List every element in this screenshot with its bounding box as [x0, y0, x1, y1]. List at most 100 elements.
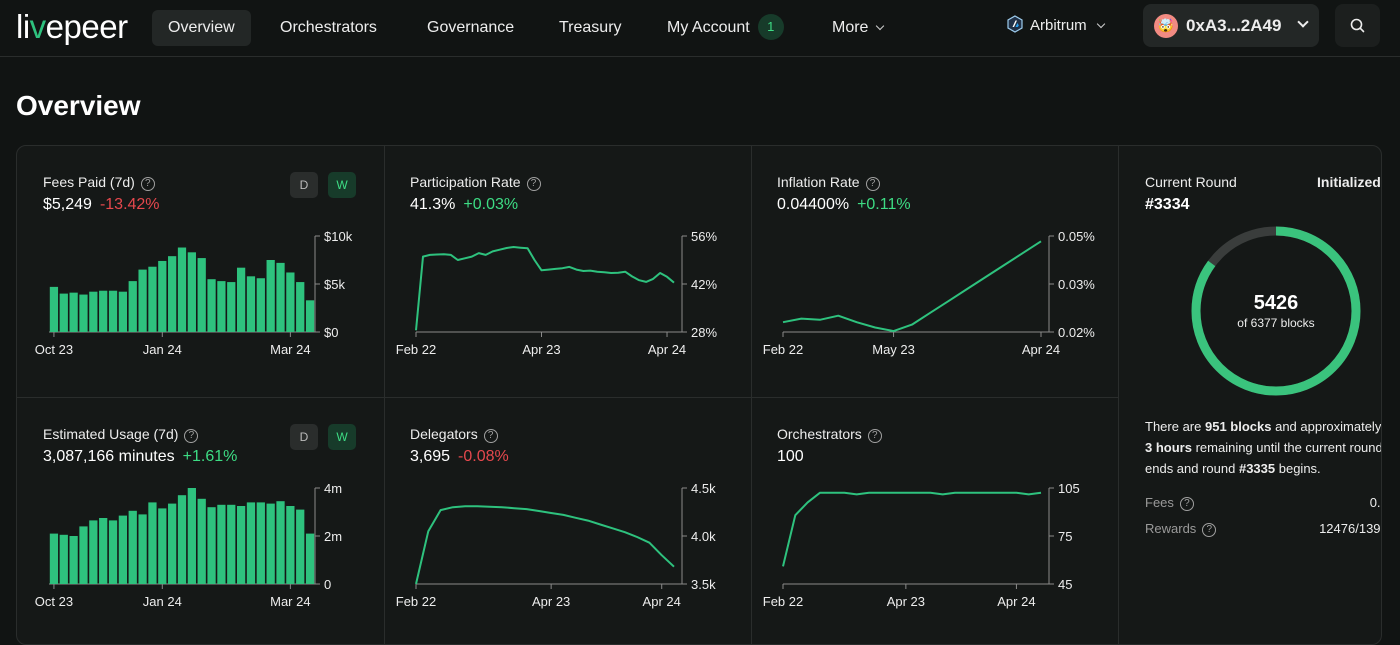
- help-icon[interactable]: ?: [1179, 497, 1194, 511]
- network-selector[interactable]: Arbitrum: [1006, 14, 1105, 38]
- chevron-down-icon: [876, 21, 885, 31]
- toggle-day[interactable]: D: [290, 424, 318, 450]
- bar: [246, 502, 256, 584]
- change-value: +0.11%: [857, 196, 911, 213]
- bar: [49, 533, 59, 584]
- x-tick-label: Jan 24: [143, 342, 182, 357]
- nav-governance[interactable]: Governance: [427, 19, 515, 36]
- bar: [168, 256, 177, 332]
- nav-treasury[interactable]: Treasury: [559, 19, 622, 36]
- bar: [236, 267, 246, 332]
- y-tick-label: 0.03%: [1058, 277, 1095, 292]
- toggle-day[interactable]: D: [290, 172, 318, 198]
- help-icon[interactable]: ?: [140, 177, 155, 191]
- toggle-week[interactable]: W: [328, 172, 356, 198]
- nav-my-account[interactable]: My Account 1: [651, 10, 800, 46]
- x-tick-label: Mar 24: [270, 342, 310, 357]
- x-tick-label: Apr 23: [522, 342, 560, 357]
- round-title: Current Round: [1145, 174, 1237, 190]
- rewards-value: 12476/13901: [1319, 521, 1381, 536]
- card-value: $5,249 -13.42%: [43, 196, 160, 213]
- round-description: There are 951 blocks and approximately 3…: [1145, 419, 1382, 476]
- participation-card: Participation Rate? 41.3% +0.03% 28% 42% 56…: [384, 146, 751, 397]
- y-tick-label: 56%: [691, 229, 717, 244]
- y-tick-label: 3.5k: [691, 577, 716, 592]
- inflation-chart: 0.02% 0.03% 0.05% Feb 22 May 23 Apr 24: [763, 229, 1096, 357]
- series-line: [782, 491, 1042, 567]
- bar: [266, 503, 275, 584]
- fees-chart: $0 $5k $10k Oct 23 Jan 24 Mar 24: [35, 229, 353, 357]
- x-tick-label: Feb 22: [396, 342, 436, 357]
- inflation-card: Inflation Rate? 0.04400% +0.11% 0.02% 0.03…: [751, 146, 1118, 397]
- bar: [256, 502, 265, 584]
- current-round-card: Current Round Initialized #3334 5426 of …: [1119, 146, 1382, 644]
- nav-overview[interactable]: Overview: [152, 10, 251, 46]
- nav-more[interactable]: More: [816, 10, 899, 46]
- help-icon[interactable]: ?: [483, 429, 498, 443]
- chevron-down-icon: [1096, 19, 1105, 29]
- y-tick-label: 75: [1058, 529, 1072, 544]
- bar: [79, 526, 88, 584]
- x-tick-label: Apr 24: [648, 342, 686, 357]
- round-status: Initialized: [1317, 174, 1381, 190]
- y-tick-label: 28%: [691, 325, 717, 340]
- delegators-card: Delegators? 3,695 -0.08% 3.5k 4.0k 4.5k Feb …: [384, 398, 751, 644]
- bar: [197, 498, 206, 584]
- help-icon[interactable]: ?: [865, 177, 880, 191]
- blocks-total: of 6377 blocks: [1237, 316, 1315, 330]
- x-tick-label: Apr 24: [997, 594, 1035, 609]
- delegators-chart: 3.5k 4.0k 4.5k Feb 22 Apr 23 Apr 24: [396, 481, 716, 609]
- bar: [305, 300, 315, 332]
- orchestrators-chart: 45 75 105 Feb 22 Apr 23 Apr 24: [763, 481, 1080, 609]
- y-tick-label: $5k: [324, 277, 345, 292]
- bar: [49, 286, 59, 332]
- help-icon[interactable]: ?: [184, 429, 199, 443]
- card-title: Participation Rate?: [410, 174, 541, 192]
- series-line: [415, 505, 675, 585]
- y-tick-label: 0.05%: [1058, 229, 1095, 244]
- y-tick-label: $0: [324, 325, 338, 340]
- bar: [296, 282, 305, 332]
- bar: [59, 293, 68, 332]
- livepeer-logo[interactable]: livepeer: [16, 8, 128, 45]
- account-address: 0xA3...2A49: [1186, 16, 1282, 35]
- y-tick-label: 2m: [324, 529, 342, 544]
- account-button[interactable]: 🤯 0xA3...2A49: [1143, 4, 1319, 47]
- bar: [89, 291, 98, 332]
- help-icon[interactable]: ?: [1202, 523, 1217, 537]
- bar: [108, 290, 118, 332]
- bar: [177, 247, 187, 332]
- y-tick-label: 42%: [691, 277, 717, 292]
- blocks-done: 5426: [1253, 292, 1299, 314]
- bar: [69, 536, 78, 584]
- bar: [276, 262, 285, 332]
- search-button[interactable]: [1335, 4, 1380, 47]
- toggle-week[interactable]: W: [328, 424, 356, 450]
- nav-orchestrators[interactable]: Orchestrators: [280, 19, 377, 36]
- help-icon[interactable]: ?: [867, 429, 882, 443]
- x-tick-label: Mar 24: [270, 594, 310, 609]
- arbitrum-icon: [1007, 15, 1023, 33]
- card-title: Estimated Usage (7d)?: [43, 426, 199, 444]
- change-value: -0.08%: [458, 448, 509, 465]
- card-title: Inflation Rate?: [777, 174, 880, 192]
- card-value: 41.3% +0.03%: [410, 196, 519, 213]
- card-value: 3,695 -0.08%: [410, 448, 509, 465]
- bar: [187, 488, 196, 584]
- bar: [286, 272, 295, 332]
- bar: [187, 252, 196, 332]
- change-value: -13.42%: [99, 196, 160, 213]
- usage-chart: 0 2m 4m Oct 23 Jan 24 Mar 24: [35, 481, 342, 609]
- overview-panel: Fees Paid (7d)? $5,249 -13.42% D W $0 $5k $…: [16, 145, 1382, 645]
- bar: [217, 504, 226, 584]
- bar: [197, 258, 206, 332]
- card-title: Orchestrators?: [777, 426, 882, 444]
- x-tick-label: Oct 23: [35, 342, 73, 357]
- help-icon[interactable]: ?: [526, 177, 541, 191]
- y-tick-label: 4.0k: [691, 529, 716, 544]
- bar: [108, 520, 118, 584]
- bar: [266, 260, 275, 332]
- change-value: +0.03%: [463, 196, 519, 213]
- round-progress-ring: [1191, 226, 1361, 396]
- bar: [99, 518, 108, 584]
